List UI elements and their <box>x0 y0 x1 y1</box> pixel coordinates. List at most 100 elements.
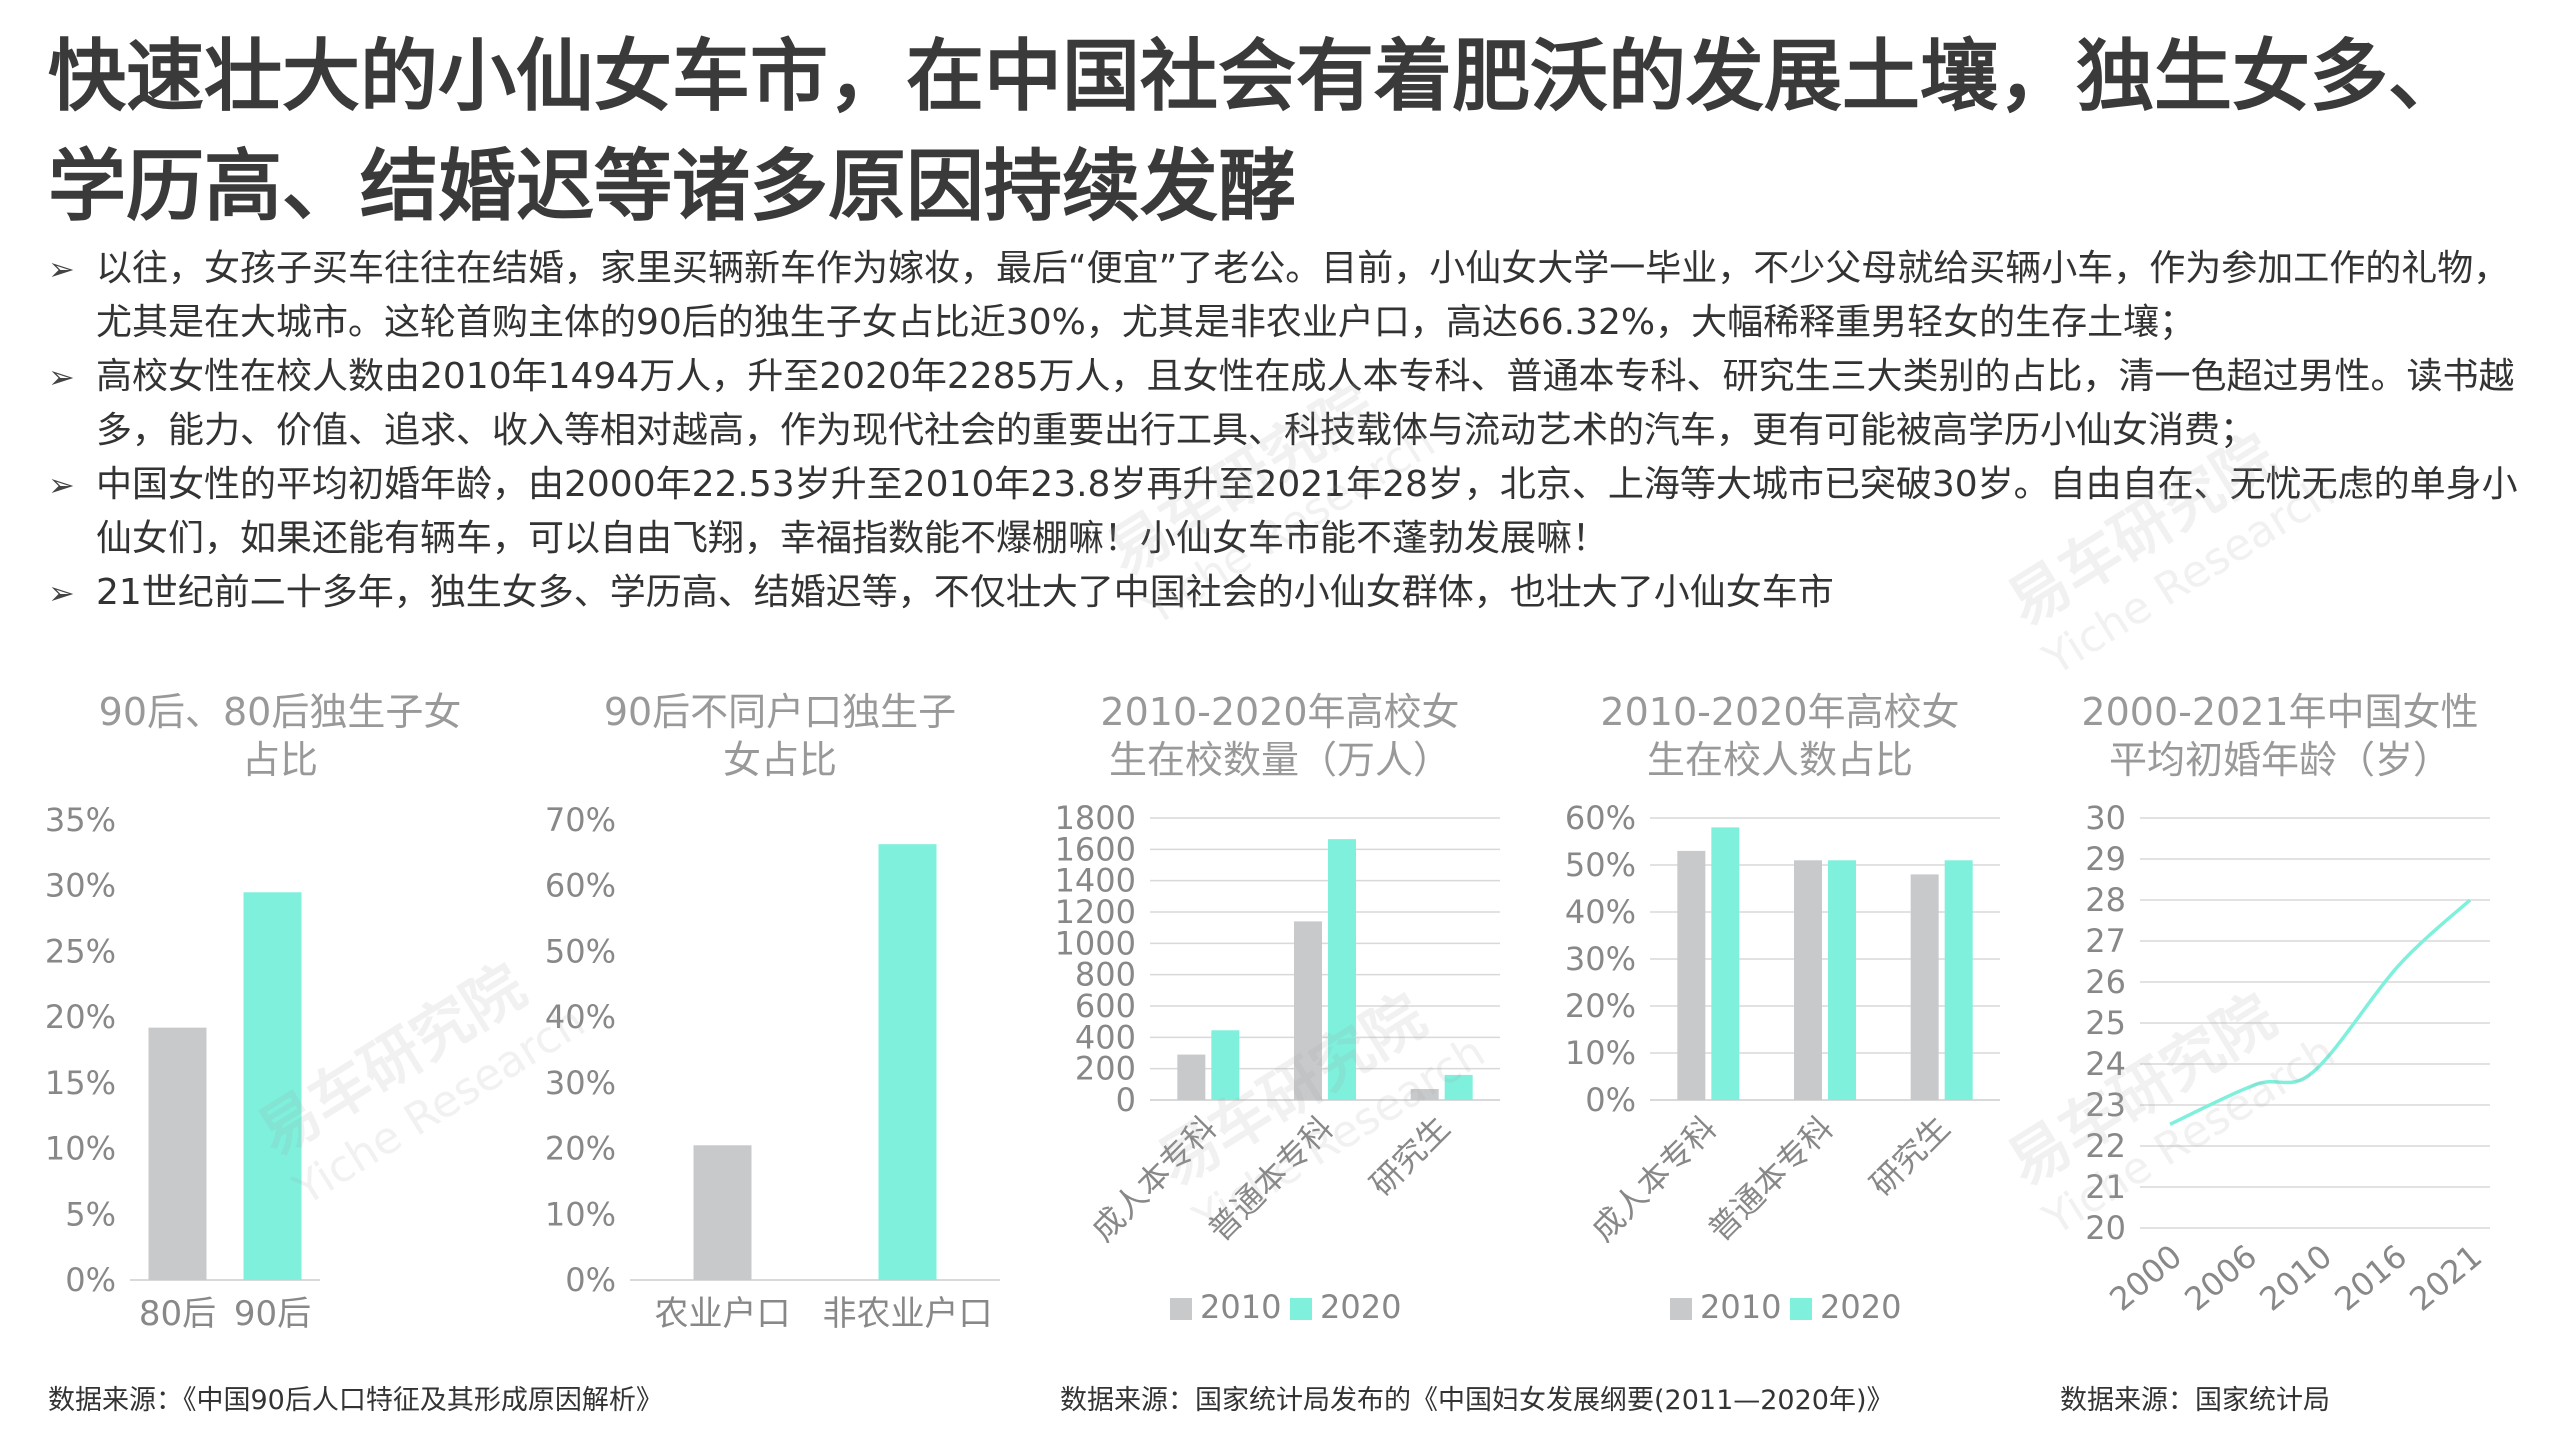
y-tick-label: 25% <box>45 932 116 970</box>
y-tick-label: 20% <box>1565 987 1636 1025</box>
chart-first-marriage-age: 2000-2021年中国女性 平均初婚年龄（岁） 20 21 22 23 24 25 26 27 2… <box>2030 690 2530 1370</box>
bullet-text: 21世纪前二十多年，独生女多、学历高、结婚迟等，不仅壮大了中国社会的小仙女群体，… <box>96 572 1834 613</box>
x-tick-label: 研究生 <box>1363 1109 1458 1204</box>
y-tick-label: 30% <box>545 1064 616 1102</box>
bar <box>1828 860 1856 1100</box>
bar <box>1211 1030 1240 1100</box>
y-tick-label: 50% <box>545 932 616 970</box>
y-tick-label: 30% <box>1565 940 1636 978</box>
bar <box>1910 874 1939 1100</box>
bullet-item: ➢ 21世纪前二十多年，独生女多、学历高、结婚迟等，不仅壮大了中国社会的小仙女群体… <box>48 566 2518 620</box>
bar <box>148 1027 207 1280</box>
y-tick-label: 24 <box>2085 1045 2126 1083</box>
y-tick-label: 0% <box>1585 1081 1636 1119</box>
y-tick-label: 5% <box>65 1195 116 1233</box>
bullet-text: 中国女性的平均初婚年龄，由2000年22.53岁升至2010年23.8岁再升至2… <box>96 464 2518 559</box>
y-tick-label: 23 <box>2085 1086 2126 1124</box>
arrow-bullet-icon: ➢ <box>48 574 75 612</box>
x-tick-label: 成人本专科 <box>1584 1109 1724 1249</box>
y-tick-label: 29 <box>2085 840 2126 878</box>
y-tick-label: 25 <box>2085 1004 2126 1042</box>
source-note: 数据来源：国家统计局 <box>2060 1385 2330 1416</box>
y-tick-label: 1400 <box>1055 862 1136 900</box>
x-tick-label: 2021 <box>2402 1237 2489 1318</box>
bullet-text: 高校女性在校人数由2010年1494万人，升至2020年2285万人，且女性在成… <box>96 356 2515 451</box>
chart-svg: 2000-2021年中国女性平均初婚年龄（岁）20212223242526272… <box>2081 690 2490 1318</box>
legend-label: 2010 <box>1200 1288 1281 1326</box>
y-tick-label: 0% <box>65 1261 116 1299</box>
y-tick-label: 30% <box>45 867 116 905</box>
y-tick-label: 70% <box>545 801 616 839</box>
y-tick-label: 10% <box>45 1130 116 1168</box>
x-tick-label: 80后 <box>139 1294 216 1334</box>
source-note: 数据来源：国家统计局发布的《中国妇女发展纲要(2011—2020年)》 <box>1060 1385 1894 1416</box>
y-tick-label: 15% <box>45 1064 116 1102</box>
x-tick-label: 普通本专科 <box>1201 1109 1341 1249</box>
y-tick-label: 20% <box>45 998 116 1036</box>
chart-only-child-by-generation: 90后、80后独生子女 占比 0% 5% 10% 15% 20% 25% 30% 35% 80后 90… <box>30 690 530 1370</box>
chart-title: 女占比 <box>723 738 837 782</box>
bar <box>1677 850 1706 1100</box>
arrow-bullet-icon: ➢ <box>48 250 75 288</box>
bullet-item: ➢ 高校女性在校人数由2010年1494万人，升至2020年2285万人，且女性在… <box>48 350 2518 458</box>
y-tick-label: 800 <box>1075 956 1136 994</box>
y-tick-label: 10% <box>545 1195 616 1233</box>
bar <box>693 1145 752 1280</box>
chart-title: 占比 <box>242 738 318 782</box>
bar <box>1711 827 1740 1100</box>
x-tick-label: 90后 <box>234 1294 311 1334</box>
y-tick-label: 40% <box>545 998 616 1036</box>
x-tick-label: 农业户口 <box>655 1294 791 1334</box>
x-tick-label: 2000 <box>2102 1237 2189 1318</box>
x-tick-label: 普通本专科 <box>1701 1109 1841 1249</box>
y-tick-label: 30 <box>2085 799 2126 837</box>
chart-title: 2010-2020年高校女 <box>1100 690 1459 734</box>
chart-female-students-share: 2010-2020年高校女 生在校人数占比 0% 10% 20% 30% 40% 50% 60%… <box>1530 690 2030 1370</box>
chart-svg: 2010-2020年高校女生在校数量（万人）020040060080010001… <box>1055 690 1500 1326</box>
y-tick-label: 20 <box>2085 1209 2126 1247</box>
y-tick-label: 35% <box>45 801 116 839</box>
y-tick-label: 600 <box>1075 987 1136 1025</box>
bar <box>878 844 937 1280</box>
x-tick-label: 研究生 <box>1863 1109 1958 1204</box>
series-line <box>2169 898 2472 1126</box>
x-tick-label: 2016 <box>2327 1237 2414 1318</box>
bar <box>1294 921 1322 1100</box>
chart-female-students-count: 2010-2020年高校女 生在校数量（万人） 0 200 400 600 800 1000 1… <box>1030 690 1530 1370</box>
y-tick-label: 40% <box>1565 893 1636 931</box>
legend-swatch <box>1790 1298 1812 1320</box>
chart-title: 90后、80后独生子女 <box>99 690 462 734</box>
y-tick-label: 0% <box>565 1261 616 1299</box>
y-tick-label: 22 <box>2085 1127 2126 1165</box>
chart-title: 2000-2021年中国女性 <box>2081 690 2478 734</box>
chart-title: 生在校数量（万人） <box>1109 738 1451 782</box>
y-tick-label: 1600 <box>1055 830 1136 868</box>
y-tick-label: 20% <box>545 1130 616 1168</box>
bar <box>1328 839 1356 1100</box>
y-tick-label: 26 <box>2085 963 2126 1001</box>
bar <box>1944 860 1973 1100</box>
y-tick-label: 0 <box>1116 1081 1136 1119</box>
legend-swatch <box>1670 1298 1692 1320</box>
chart-title: 2010-2020年高校女 <box>1600 690 1959 734</box>
page-title: 快速壮大的小仙女车市，在中国社会有着肥沃的发展土壤，独生女多、学历高、结婚迟等诸… <box>48 32 2467 232</box>
bar <box>1177 1054 1206 1100</box>
legend-label: 2020 <box>1320 1288 1401 1326</box>
bullet-item: ➢ 以往，女孩子买车往往在结婚，家里买辆新车作为嫁妆，最后“便宜”了老公。目前，小… <box>48 242 2518 350</box>
y-tick-label: 21 <box>2085 1168 2126 1206</box>
arrow-bullet-icon: ➢ <box>48 466 75 504</box>
arrow-bullet-icon: ➢ <box>48 358 75 396</box>
legend-swatch <box>1290 1298 1312 1320</box>
y-tick-label: 1200 <box>1055 893 1136 931</box>
bullet-list: ➢ 以往，女孩子买车往往在结婚，家里买辆新车作为嫁妆，最后“便宜”了老公。目前，小… <box>48 242 2518 620</box>
x-tick-label: 2006 <box>2177 1237 2264 1318</box>
y-tick-label: 27 <box>2085 922 2126 960</box>
x-tick-label: 非农业户口 <box>823 1294 993 1334</box>
chart-title: 平均初婚年龄（岁） <box>2109 738 2451 782</box>
bullet-text: 以往，女孩子买车往往在结婚，家里买辆新车作为嫁妆，最后“便宜”了老公。目前，小仙… <box>96 248 2510 343</box>
y-tick-label: 400 <box>1075 1018 1136 1056</box>
x-tick-label: 成人本专科 <box>1084 1109 1224 1249</box>
